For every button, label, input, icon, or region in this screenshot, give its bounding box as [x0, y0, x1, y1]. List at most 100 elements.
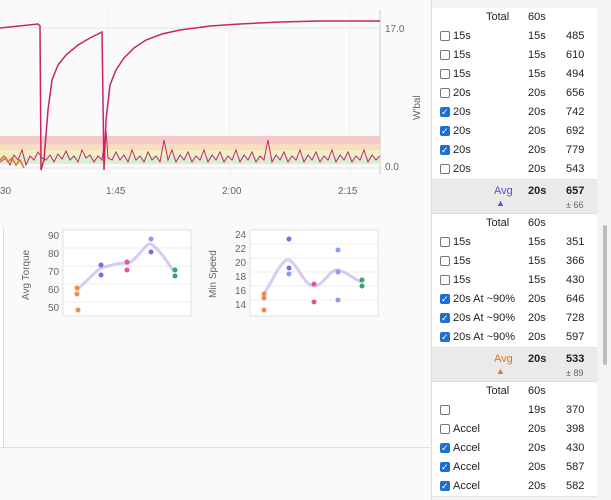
- interval-checkbox[interactable]: [440, 424, 450, 434]
- x-tick-label: 30: [0, 186, 12, 197]
- interval-checkbox[interactable]: [440, 103, 450, 122]
- y-tick-label: 18: [235, 272, 247, 283]
- interval-value: 543: [566, 163, 585, 175]
- interval-duration: 20s: [528, 163, 546, 175]
- avg-label: Avg: [494, 353, 513, 365]
- y-tick-label: 24: [235, 230, 247, 241]
- avg-toggle-icon[interactable]: ▲: [496, 366, 505, 376]
- interval-value: 646: [566, 293, 585, 305]
- interval-label: 20s: [453, 163, 471, 175]
- interval-checkbox[interactable]: [440, 275, 450, 285]
- interval-row[interactable]: 19s 370: [432, 401, 597, 421]
- avg-stddev: ± 89: [566, 368, 584, 378]
- interval-value: 779: [566, 144, 585, 156]
- interval-row[interactable]: 20s 20s 656: [432, 84, 597, 104]
- interval-label: 15s: [453, 30, 471, 42]
- total-duration: 60s: [528, 217, 546, 229]
- interval-label: Accel: [453, 461, 480, 473]
- interval-checkbox[interactable]: [440, 328, 450, 347]
- interval-label: Accel: [453, 480, 480, 492]
- interval-row[interactable]: Accel 20s 430: [432, 439, 597, 459]
- interval-value: 398: [566, 423, 585, 435]
- avg-row[interactable]: Avg ▲ 20s 533 ± 89: [432, 348, 597, 382]
- interval-checkbox[interactable]: [440, 256, 450, 266]
- divider: [0, 447, 430, 448]
- interval-checkbox[interactable]: [440, 439, 450, 458]
- min-speed-label: Min Speed: [208, 250, 219, 298]
- interval-value: 610: [566, 49, 585, 61]
- interval-checkbox[interactable]: [440, 50, 450, 60]
- avg-row[interactable]: Avg ▲ 20s 657 ± 66: [432, 180, 597, 214]
- interval-label: 20s At ~90%: [453, 293, 516, 305]
- interval-checkbox[interactable]: [440, 141, 450, 160]
- interval-row[interactable]: 20s At ~90% 20s 646: [432, 290, 597, 310]
- interval-checkbox[interactable]: [440, 477, 450, 496]
- interval-duration: 20s: [528, 144, 546, 156]
- total-label: Total: [486, 217, 510, 229]
- interval-duration: 15s: [528, 30, 546, 42]
- interval-duration: 15s: [528, 255, 546, 267]
- interval-label: 15s: [453, 236, 471, 248]
- total-label: Total: [486, 11, 510, 23]
- interval-checkbox[interactable]: [440, 405, 450, 415]
- y-tick-label: 20: [235, 258, 247, 269]
- interval-row[interactable]: 15s 15s 485: [432, 27, 597, 47]
- interval-label: 20s: [453, 125, 471, 137]
- interval-row[interactable]: 20s At ~90% 20s 597: [432, 328, 597, 348]
- section-header: Total 60s: [432, 382, 597, 402]
- interval-row[interactable]: Accel 20s 398: [432, 420, 597, 440]
- interval-duration: 15s: [528, 49, 546, 61]
- interval-checkbox[interactable]: [440, 458, 450, 477]
- interval-duration: 20s: [528, 461, 546, 473]
- interval-value: 366: [566, 255, 585, 267]
- avg-label: Avg: [494, 185, 513, 197]
- interval-value: 587: [566, 461, 585, 473]
- interval-duration: 20s: [528, 106, 546, 118]
- interval-row[interactable]: 15s 15s 430: [432, 271, 597, 291]
- interval-row[interactable]: 20s 20s 779: [432, 141, 597, 161]
- y-tick-bottom: 0.0: [385, 162, 399, 173]
- interval-duration: 19s: [528, 404, 546, 416]
- interval-row[interactable]: 20s At ~90% 20s 728: [432, 309, 597, 329]
- interval-value: 582: [566, 480, 585, 492]
- interval-row[interactable]: 15s 15s 494: [432, 65, 597, 85]
- interval-label: 20s At ~90%: [453, 312, 516, 324]
- interval-checkbox[interactable]: [440, 88, 450, 98]
- interval-value: 742: [566, 106, 585, 118]
- interval-checkbox[interactable]: [440, 122, 450, 141]
- interval-checkbox[interactable]: [440, 164, 450, 174]
- interval-value: 430: [566, 274, 585, 286]
- interval-label: 15s: [453, 274, 471, 286]
- total-label: Total: [486, 385, 510, 397]
- y-tick-label: 80: [48, 249, 60, 260]
- interval-checkbox[interactable]: [440, 69, 450, 79]
- interval-label: 15s: [453, 255, 471, 267]
- interval-duration: 20s: [528, 87, 546, 99]
- y-tick-label: 22: [235, 244, 247, 255]
- interval-duration: 20s: [528, 312, 546, 324]
- scrollbar[interactable]: [603, 225, 607, 365]
- avg-torque-chart: 90 80 70 60 50: [48, 229, 192, 317]
- interval-checkbox[interactable]: [440, 309, 450, 328]
- interval-value: 370: [566, 404, 585, 416]
- interval-row[interactable]: 20s 20s 742: [432, 103, 597, 123]
- power-line: [0, 129, 381, 167]
- y-tick-label: 16: [235, 286, 247, 297]
- interval-row[interactable]: 15s 15s 366: [432, 252, 597, 272]
- interval-row[interactable]: 15s 15s 351: [432, 233, 597, 253]
- interval-row[interactable]: Accel 20s 587: [432, 458, 597, 478]
- interval-value: 692: [566, 125, 585, 137]
- interval-checkbox[interactable]: [440, 290, 450, 309]
- y-axis-label: W'bal: [412, 95, 423, 120]
- avg-toggle-icon[interactable]: ▲: [496, 198, 505, 208]
- interval-duration: 20s: [528, 442, 546, 454]
- interval-row[interactable]: 20s 20s 543: [432, 160, 597, 180]
- interval-row[interactable]: 20s 20s 692: [432, 122, 597, 142]
- interval-duration: 15s: [528, 68, 546, 80]
- interval-checkbox[interactable]: [440, 31, 450, 41]
- interval-value: 430: [566, 442, 585, 454]
- interval-checkbox[interactable]: [440, 237, 450, 247]
- interval-row[interactable]: 15s 15s 610: [432, 46, 597, 66]
- x-tick-label: 1:45: [106, 186, 126, 197]
- interval-row[interactable]: Accel 20s 582: [432, 477, 597, 497]
